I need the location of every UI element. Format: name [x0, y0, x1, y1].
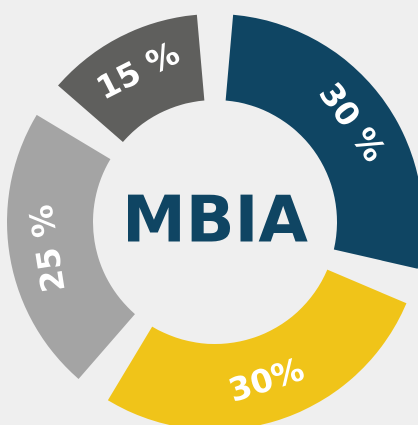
segment [58, 14, 205, 142]
segment [107, 269, 407, 425]
segment [225, 14, 418, 269]
segment [6, 114, 135, 379]
center-label: MBIA [122, 184, 308, 258]
